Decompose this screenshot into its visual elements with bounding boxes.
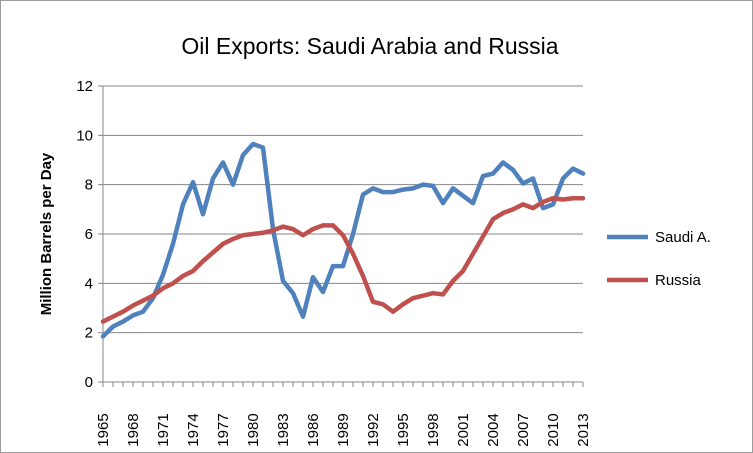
y-axis-label: Million Barrels per Day <box>38 152 55 315</box>
y-tick-label: 10 <box>76 127 93 144</box>
x-tick-label: 1992 <box>365 413 382 446</box>
x-tick-label: 2004 <box>485 413 502 446</box>
x-tick-label: 2010 <box>545 413 562 446</box>
x-tick-label: 1965 <box>95 413 112 446</box>
x-tick-label: 1974 <box>185 413 202 446</box>
x-tick-label: 1986 <box>305 413 322 446</box>
y-tick-label: 2 <box>85 325 93 342</box>
x-tick-label: 2007 <box>515 413 532 446</box>
y-tick-label: 0 <box>85 374 93 391</box>
y-tick-label: 6 <box>85 226 93 243</box>
x-axis-ticks: 1965 1968 1971 1974 1977 1980 1983 1986 1989 1992… <box>95 382 592 447</box>
chart-title: Oil Exports: Saudi Arabia and Russia <box>181 33 558 59</box>
y-tick-label: 8 <box>85 177 93 194</box>
x-tick-label: 1968 <box>125 413 142 446</box>
x-tick-label: 1983 <box>275 413 292 446</box>
x-tick-label: 2013 <box>575 413 592 446</box>
y-axis-ticks: 0 2 4 6 8 10 12 <box>76 78 103 391</box>
x-tick-label: 1977 <box>215 413 232 446</box>
series-lines <box>100 141 586 339</box>
x-tick-label: 1989 <box>335 413 352 446</box>
x-tick-label: 1980 <box>245 413 262 446</box>
x-tick-label: 1998 <box>425 413 442 446</box>
x-tick-label: 1995 <box>395 413 412 446</box>
gridlines <box>103 85 583 334</box>
legend: Saudi A. Russia <box>607 229 711 289</box>
y-tick-label: 12 <box>76 78 93 95</box>
y-tick-label: 4 <box>85 275 93 292</box>
x-tick-label: 1971 <box>155 413 172 446</box>
legend-label-1: Russia <box>655 272 702 289</box>
legend-label-0: Saudi A. <box>655 229 711 246</box>
x-tick-label: 2001 <box>455 413 472 446</box>
series-line-1 <box>100 195 586 324</box>
series-line-0 <box>100 141 586 339</box>
